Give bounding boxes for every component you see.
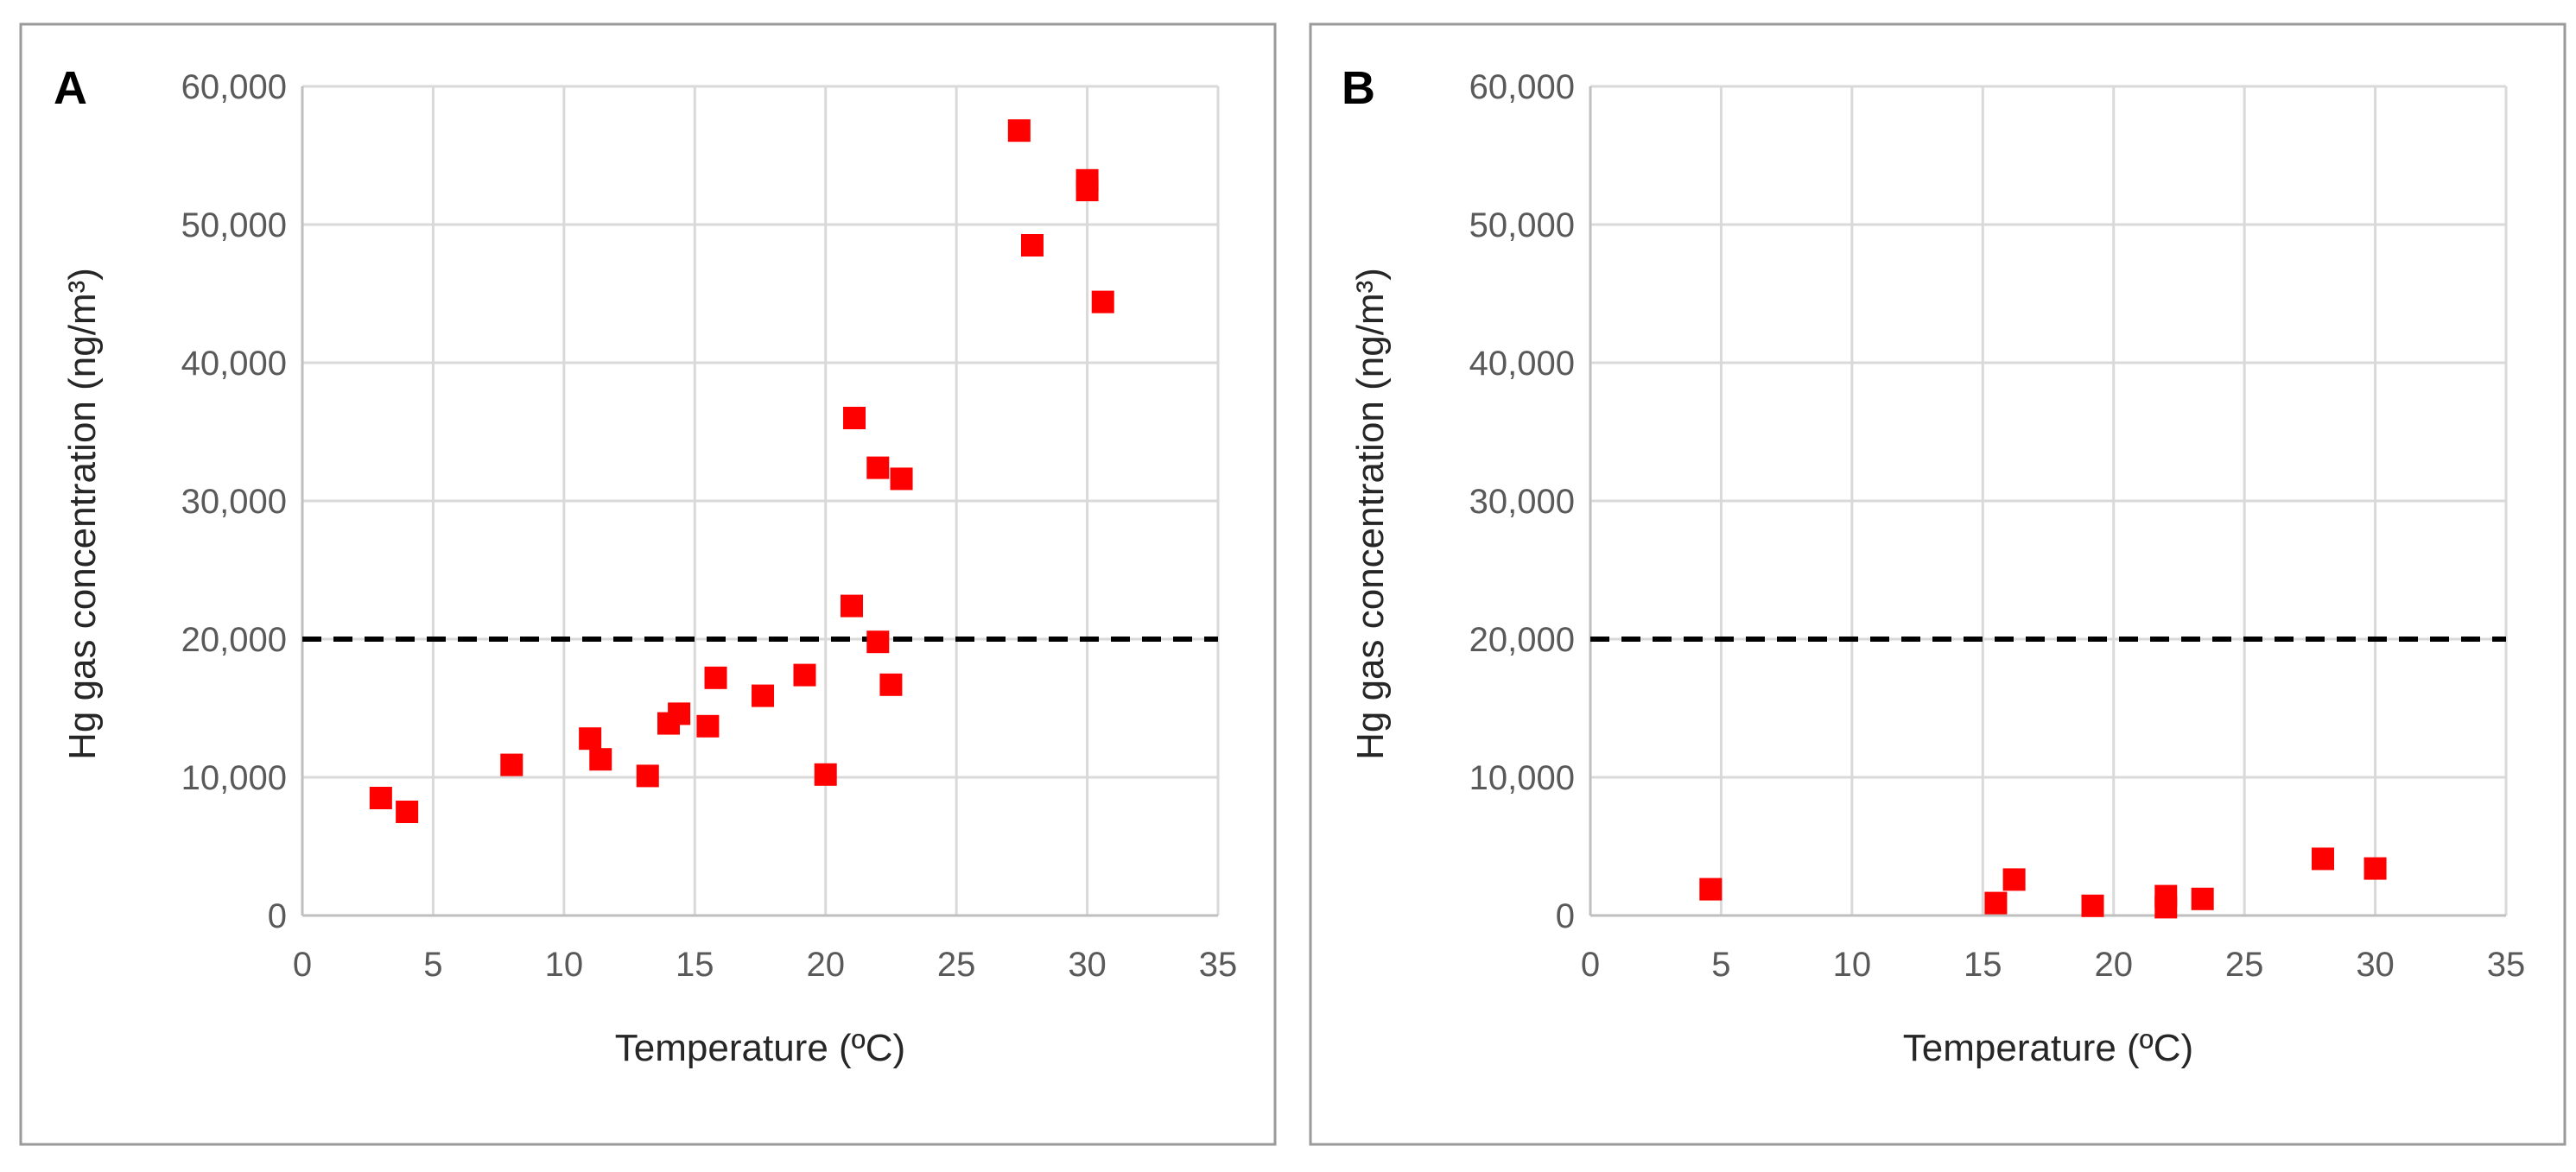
data-point <box>814 763 837 786</box>
data-point <box>2154 896 2178 919</box>
data-point <box>2363 857 2387 880</box>
x-tick-label: 15 <box>1964 946 2002 984</box>
y-tick-label: 0 <box>1556 897 1575 935</box>
data-point <box>2081 894 2104 917</box>
data-point <box>2191 887 2214 910</box>
y-tick-label: 40,000 <box>1469 345 1575 383</box>
chart-panel-b: 0 10,000 20,000 30,000 40,000 50,000 60,000 0 5 1… <box>1288 0 2576 1172</box>
y-axis-label: Hg gas concentration (ng/m³) <box>1349 268 1392 760</box>
data-point <box>866 630 890 654</box>
y-tick-label: 20,000 <box>1469 621 1575 659</box>
x-tick-label: 30 <box>1068 946 1107 984</box>
y-tick-label: 60,000 <box>1469 68 1575 106</box>
data-point <box>636 764 659 788</box>
chart-panel-a: 0 10,000 20,000 30,000 40,000 50,000 60,000 0 5 1… <box>19 22 1277 1146</box>
data-point <box>579 727 602 751</box>
y-tick-label: 10,000 <box>181 759 287 797</box>
data-point <box>1020 234 1044 257</box>
data-point <box>1007 119 1031 143</box>
data-point <box>843 407 866 429</box>
data-point <box>396 801 419 823</box>
x-tick-label: 10 <box>1833 946 1872 984</box>
y-axis-label: Hg gas concentration (ng/m³) <box>61 268 104 760</box>
data-point <box>890 467 913 491</box>
x-axis-label: Temperature (ºC) <box>615 1027 905 1069</box>
data-point <box>2002 868 2026 891</box>
data-point <box>500 753 523 776</box>
data-point <box>668 702 691 725</box>
data-point <box>704 666 727 689</box>
y-tick-label: 30,000 <box>181 483 287 521</box>
data-point <box>841 594 863 618</box>
data-point <box>879 673 903 696</box>
x-tick-label: 25 <box>937 946 976 984</box>
panel-label-a: A <box>54 62 87 114</box>
data-point <box>793 663 816 687</box>
x-tick-label: 15 <box>676 946 714 984</box>
data-point <box>589 748 612 771</box>
y-tick-label: 10,000 <box>1469 759 1575 797</box>
data-point <box>752 684 775 707</box>
chart-frame <box>19 22 1277 1146</box>
x-tick-label: 25 <box>2225 946 2264 984</box>
x-tick-label: 0 <box>293 946 312 984</box>
data-point <box>1075 179 1099 201</box>
x-tick-label: 5 <box>423 946 442 984</box>
x-tick-label: 20 <box>806 946 845 984</box>
panel-label-b: B <box>1342 62 1375 114</box>
scatter-chart-a: 0 10,000 20,000 30,000 40,000 50,000 60,000 0 5 1… <box>19 22 1277 1146</box>
x-tick-label: 20 <box>2094 946 2133 984</box>
y-tick-label: 20,000 <box>181 621 287 659</box>
y-tick-label: 40,000 <box>181 345 287 383</box>
x-tick-label: 35 <box>1199 946 1238 984</box>
x-axis-label: Temperature (ºC) <box>1903 1027 2193 1069</box>
y-tick-label: 50,000 <box>1469 206 1575 244</box>
data-point <box>866 456 890 479</box>
x-tick-label: 35 <box>2487 946 2526 984</box>
data-point <box>369 787 392 809</box>
chart-frame <box>1309 22 2566 1146</box>
y-tick-label: 50,000 <box>181 206 287 244</box>
data-point <box>696 714 720 738</box>
y-tick-label: 60,000 <box>181 68 287 106</box>
x-tick-label: 10 <box>545 946 584 984</box>
data-point <box>2312 847 2334 871</box>
data-point <box>1091 290 1114 314</box>
scatter-chart-b: 0 10,000 20,000 30,000 40,000 50,000 60,000 0 5 1… <box>1309 22 2566 1146</box>
x-tick-label: 5 <box>1711 946 1730 984</box>
data-point <box>1984 891 2008 915</box>
x-tick-label: 30 <box>2356 946 2395 984</box>
y-tick-label: 30,000 <box>1469 483 1575 521</box>
x-tick-label: 0 <box>1581 946 1600 984</box>
y-tick-label: 0 <box>268 897 287 935</box>
data-point <box>1699 877 1723 901</box>
